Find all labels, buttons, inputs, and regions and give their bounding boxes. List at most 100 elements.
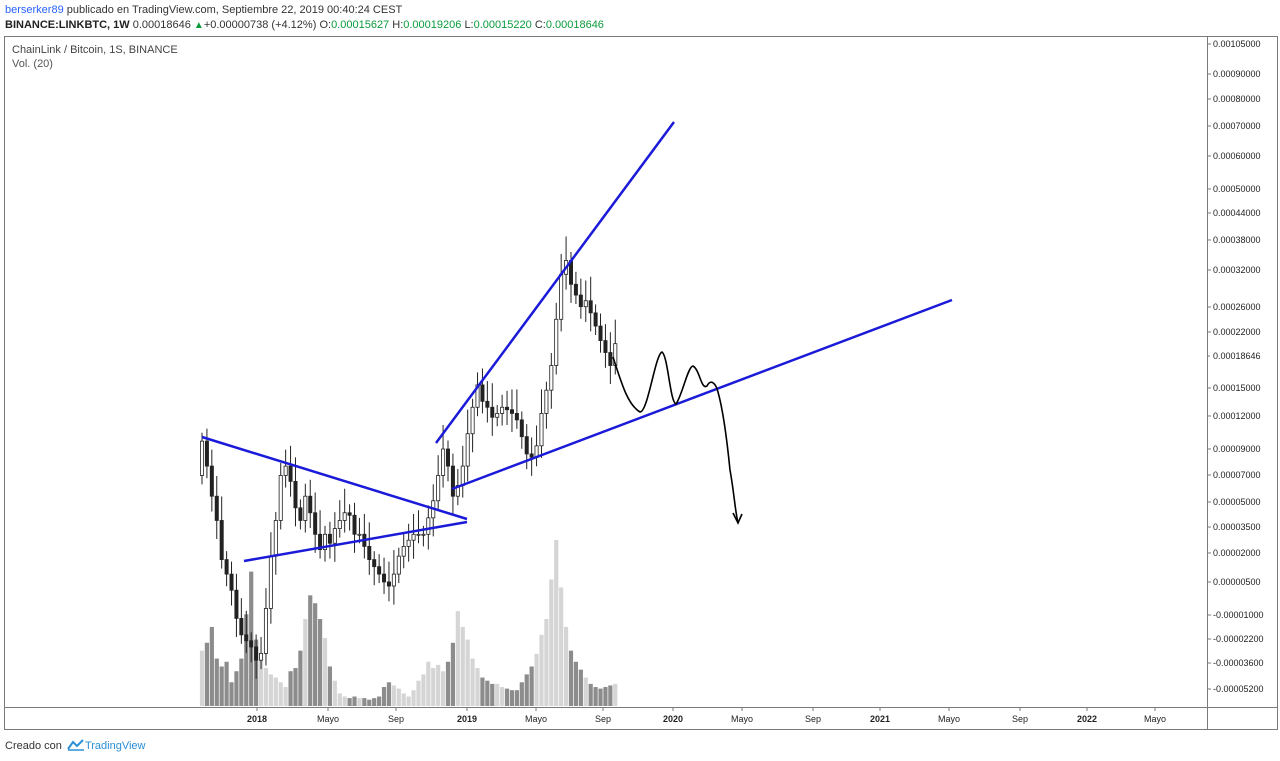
volume-bar	[308, 595, 313, 706]
tradingview-logo-icon	[67, 739, 84, 751]
volume-bar	[544, 619, 549, 706]
candle-body	[450, 465, 455, 497]
price-tick-label: 0.00022000	[1213, 327, 1261, 337]
candle-body	[214, 495, 219, 521]
price-tick-label: 0.00015000	[1213, 383, 1261, 393]
volume-bar	[214, 658, 219, 706]
price-change: +0.00000738 (+4.12%)	[203, 19, 317, 31]
candle-body	[559, 273, 564, 320]
volume-bar	[332, 680, 337, 706]
volume-bar	[470, 658, 475, 706]
volume-bar	[588, 683, 593, 706]
price-tick-label: 0.00007000	[1213, 470, 1261, 480]
volume-bar	[593, 687, 598, 706]
volume-bar	[298, 650, 303, 706]
price-tick-label: 0.00070000	[1213, 121, 1261, 131]
volume-bar	[495, 683, 500, 706]
candle-body	[406, 539, 411, 547]
volume-bar	[490, 683, 495, 706]
candle-body	[327, 533, 332, 544]
candle-body	[318, 533, 323, 550]
volume-bar	[431, 668, 436, 706]
candle-body	[573, 283, 578, 296]
close-value: 0.00018646	[545, 19, 604, 31]
time-tick-label: Sep	[805, 714, 821, 724]
volume-bar	[268, 674, 273, 706]
time-tick-label: 2019	[457, 714, 477, 724]
time-axis: 2018 Mayo Sep 2019 Mayo Sep 2020 Mayo Sep 2021 May…	[247, 707, 1166, 724]
volume-bar	[416, 680, 421, 706]
volume-bar	[480, 677, 485, 706]
volume-bar	[583, 677, 588, 706]
volume-bar	[263, 668, 269, 706]
lower-triangle-trendline	[243, 520, 468, 563]
candle-body	[347, 512, 352, 516]
time-tick-label: 2021	[870, 714, 890, 724]
volume-bar	[288, 671, 293, 706]
volume-bar	[529, 666, 534, 706]
candle-body	[421, 533, 426, 536]
candle-body	[514, 413, 519, 421]
volume-bar	[450, 642, 456, 706]
volume-bar	[224, 661, 229, 706]
time-tick-label: 2018	[247, 714, 267, 724]
tradingview-brand[interactable]: TradingView	[84, 740, 146, 752]
candle-body	[485, 400, 490, 408]
candle-body	[519, 419, 524, 438]
volume-bar	[283, 687, 288, 706]
candle-body	[524, 436, 529, 455]
volume-bar	[534, 653, 539, 706]
volume-bar	[347, 698, 352, 706]
candle-body	[224, 559, 229, 575]
candle-body	[234, 589, 239, 619]
candle-body	[332, 528, 337, 544]
upper-triangle-trendline	[201, 435, 468, 521]
candle-body	[608, 352, 613, 366]
candle-body	[199, 440, 204, 476]
volume-bar	[440, 671, 446, 706]
price-tick-label: 0.00000500	[1213, 577, 1261, 587]
chart-header: berserker89 publicado en TradingView.com…	[5, 3, 604, 33]
candle-body	[593, 312, 598, 327]
candle-body	[441, 448, 446, 476]
volume-bar	[559, 587, 564, 706]
volume-bar	[239, 658, 244, 706]
author-link[interactable]: berserker89	[5, 4, 64, 16]
candle-body	[278, 475, 283, 521]
volume-bar	[199, 650, 205, 706]
volume-bar	[578, 669, 583, 706]
projection-drawing	[612, 351, 739, 524]
candle-body	[342, 512, 347, 521]
candle-body	[436, 475, 441, 502]
time-tick-label: Sep	[1012, 714, 1028, 724]
time-tick-label: 2020	[663, 714, 683, 724]
candle-body	[411, 533, 416, 541]
volume-bar	[519, 682, 524, 706]
volume-bar	[568, 650, 574, 706]
time-tick-label: Mayo	[1144, 714, 1166, 724]
volume-bar	[460, 626, 465, 706]
volume-bar	[504, 688, 510, 706]
candle-body	[288, 465, 293, 482]
candle-body	[505, 406, 510, 411]
candle-body	[554, 318, 559, 366]
price-tick-label: 0.00009000	[1213, 444, 1261, 454]
candle-body	[372, 559, 377, 568]
price-tick-label: 0.00105000	[1213, 39, 1261, 49]
candle-body	[298, 507, 303, 521]
candle-body	[544, 389, 549, 414]
volume-bar	[455, 611, 460, 706]
volume-bar	[278, 682, 283, 706]
price-tick-label: -0.00003600	[1213, 658, 1264, 668]
time-tick-label: 2022	[1077, 714, 1097, 724]
volume-bar	[229, 682, 234, 706]
candle-body	[352, 514, 357, 535]
volume-bar	[539, 634, 544, 706]
price-tick-label: 0.00060000	[1213, 151, 1261, 161]
volume-bar	[509, 690, 515, 706]
volume-bar	[352, 696, 357, 706]
volume-bar	[367, 699, 372, 706]
volume-bar	[204, 642, 210, 706]
price-tick-label: 0.00003500	[1213, 522, 1261, 532]
